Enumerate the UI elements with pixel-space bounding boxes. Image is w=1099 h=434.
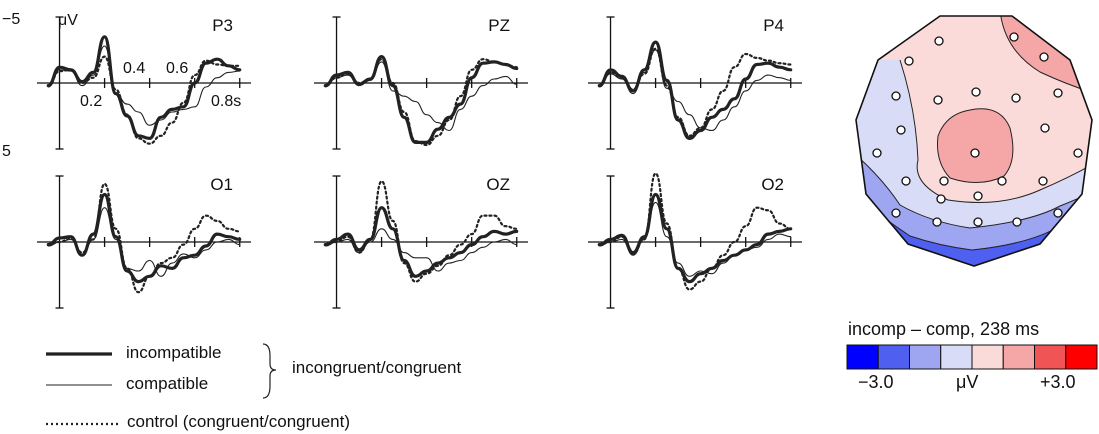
- erp-panel-p3: P3: [37, 16, 251, 150]
- x-tick-label-0-6: 0.6: [166, 60, 188, 77]
- electrode-marker: [933, 95, 943, 105]
- series-line-control: [47, 182, 241, 294]
- y-tick-label-bottom: 5: [2, 143, 11, 160]
- electrode-marker: [973, 217, 983, 227]
- electrode-marker: [997, 176, 1007, 186]
- colorbar-min-label: −3.0: [858, 372, 894, 392]
- electrode-marker: [1039, 52, 1049, 62]
- panel-label-pz: PZ: [488, 16, 510, 35]
- electrode-markers: [872, 32, 1083, 227]
- series-line-incompatible: [46, 35, 242, 140]
- colorbar-swatch: [1065, 344, 1098, 370]
- electrode-marker: [1012, 217, 1022, 227]
- series-line-compatible: [47, 207, 241, 277]
- colorbar: [846, 344, 1098, 370]
- panel-label-p4: P4: [763, 16, 784, 35]
- colorbar-title: incomp – comp, 238 ms: [848, 319, 1040, 339]
- colorbar-swatch: [909, 344, 942, 370]
- series-line-control: [324, 58, 518, 147]
- panel-label-p3: P3: [212, 16, 233, 35]
- series-line-compatible: [324, 61, 518, 132]
- electrode-marker: [904, 56, 914, 66]
- erp-panel-p4: P4: [588, 16, 802, 150]
- x-tick-label-0-2: 0.2: [80, 93, 102, 110]
- series-line-compatible: [47, 45, 241, 126]
- x-tick-label-0-8s: 0.8s: [211, 93, 241, 110]
- y-tick-label-top: −5: [2, 11, 20, 28]
- legend-label-incompatible: incompatible: [126, 343, 222, 362]
- electrode-marker: [971, 87, 981, 97]
- x-tick-label-0-4: 0.4: [123, 60, 145, 77]
- series-line-control: [324, 180, 518, 283]
- erp-panel-pz: PZ: [314, 16, 528, 150]
- series-line-control: [598, 47, 792, 137]
- series-line-incompatible: [323, 55, 519, 145]
- series-line-compatible: [324, 228, 518, 272]
- electrode-marker: [1040, 123, 1050, 133]
- legend-bracket: [262, 343, 277, 399]
- electrode-marker: [1038, 176, 1048, 186]
- erp-panel-oz: OZ: [314, 175, 528, 309]
- colorbar-unit-label: μV: [956, 372, 979, 392]
- series-line-control: [47, 55, 241, 145]
- electrode-marker: [891, 91, 901, 101]
- topomap-contour-2: [856, 149, 1092, 229]
- colorbar-swatch: [1034, 344, 1067, 370]
- colorbar-max-label: +3.0: [1040, 372, 1076, 392]
- erp-panel-o1: O1: [37, 175, 251, 309]
- electrode-marker: [872, 148, 882, 158]
- topomap-contour-1: [899, 59, 1092, 203]
- series-line-compatible: [598, 49, 792, 132]
- colorbar-swatch: [940, 344, 973, 370]
- electrode-marker: [1009, 32, 1019, 42]
- electrode-marker: [936, 194, 946, 204]
- electrode-marker: [934, 36, 944, 46]
- colorbar-swatch: [846, 344, 879, 370]
- legend-lines: [46, 343, 277, 426]
- series-line-incompatible: [597, 40, 793, 140]
- electrode-marker: [1011, 93, 1021, 103]
- colorbar-swatch: [877, 344, 910, 370]
- series-line-incompatible: [323, 206, 519, 278]
- panel-label-o2: O2: [761, 175, 784, 194]
- colorbar-swatch: [971, 344, 1004, 370]
- electrode-marker: [901, 176, 911, 186]
- topomap-region-pink-center: [937, 108, 1014, 183]
- y-unit-label: μV: [58, 12, 78, 29]
- legend-label-compatible: compatible: [126, 374, 209, 393]
- panel-label-oz: OZ: [486, 175, 510, 194]
- electrode-marker: [1053, 208, 1063, 218]
- colorbar-swatch: [1002, 344, 1035, 370]
- legend-label-bracket: incongruent/congruent: [292, 358, 462, 377]
- electrode-marker: [932, 217, 942, 227]
- electrode-marker: [891, 208, 901, 218]
- electrode-marker: [973, 191, 983, 201]
- legend-label-control: control (congruent/congruent): [127, 412, 351, 431]
- erp-panel-o2: O2: [588, 172, 802, 309]
- electrode-marker: [939, 176, 949, 186]
- series-line-control: [598, 172, 792, 291]
- erp-panels: P3 PZ P4 O1 OZ O2: [37, 16, 802, 309]
- electrode-marker: [1053, 88, 1063, 98]
- electrode-marker: [896, 125, 906, 135]
- electrode-marker: [970, 148, 980, 158]
- topographic-map: [855, 15, 1093, 267]
- panel-label-o1: O1: [210, 175, 233, 194]
- series-line-incompatible: [46, 192, 242, 284]
- topomap-outline: [855, 15, 1093, 267]
- electrode-marker: [1073, 148, 1083, 158]
- series-line-incompatible: [597, 192, 793, 284]
